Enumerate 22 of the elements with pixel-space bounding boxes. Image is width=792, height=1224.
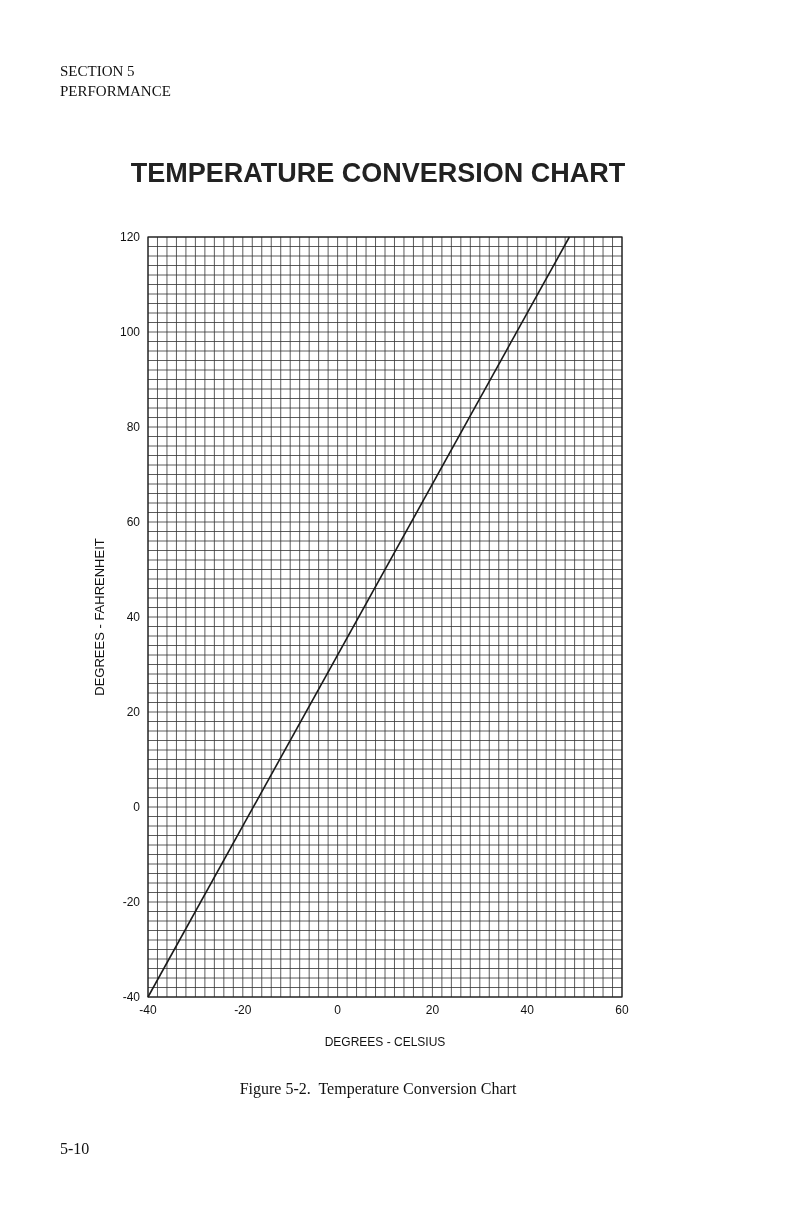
x-tick-label: -20: [234, 1003, 252, 1017]
y-tick-label: 40: [126, 610, 141, 624]
x-tick-label: 0: [334, 1003, 342, 1017]
x-tick-label: 40: [520, 1003, 535, 1017]
y-tick-label: 80: [126, 420, 141, 434]
y-tick-label: -20: [122, 895, 141, 909]
x-axis-title: DEGREES - CELSIUS: [324, 1035, 446, 1049]
caption: Figure 5-2. Temperature Conversion Chart: [239, 1080, 517, 1098]
y-tick-label: 100: [119, 325, 141, 339]
x-tick-label: 20: [425, 1003, 440, 1017]
text: PERFORMANCE: [60, 83, 171, 99]
text: SECTION 5: [60, 63, 135, 79]
x-tick-label: 60: [615, 1003, 629, 1017]
y-tick-label: 120: [119, 230, 141, 244]
y-tick-label: 20: [126, 705, 141, 719]
chart-title: TEMPERATURE CONVERSION CHART: [130, 158, 626, 188]
y-tick-label: -40: [122, 990, 141, 1004]
y-tick-label: 0: [133, 800, 141, 814]
y-axis-title: DEGREES - FAHRENHEIT: [92, 538, 107, 696]
x-tick-label: -40: [139, 1003, 157, 1017]
text: 5-10: [60, 1140, 90, 1157]
y-tick-label: 60: [126, 515, 141, 529]
